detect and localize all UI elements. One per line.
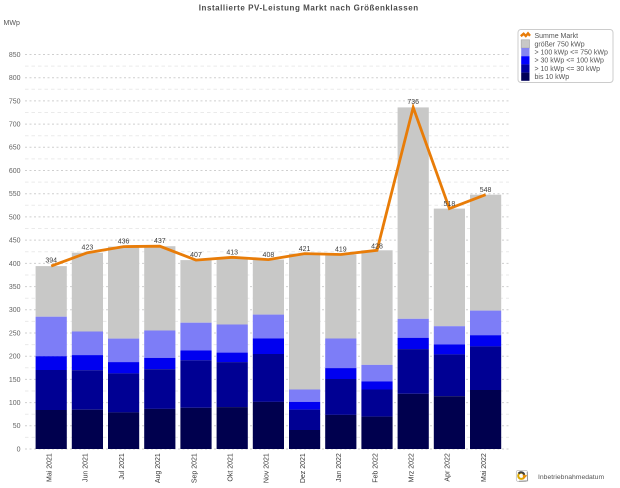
- svg-text:Summe Markt: Summe Markt: [535, 33, 579, 40]
- svg-text:Feb 2022: Feb 2022: [372, 453, 379, 483]
- svg-text:419: 419: [335, 247, 347, 254]
- svg-text:400: 400: [9, 261, 21, 268]
- svg-text:Dez 2021: Dez 2021: [300, 453, 307, 483]
- svg-text:Jun 2021: Jun 2021: [83, 453, 90, 482]
- svg-text:700: 700: [9, 122, 21, 129]
- svg-text:408: 408: [263, 252, 275, 259]
- svg-text:Apr 2022: Apr 2022: [445, 453, 452, 482]
- svg-text:200: 200: [9, 354, 21, 361]
- svg-text:350: 350: [9, 284, 21, 291]
- svg-text:437: 437: [154, 238, 166, 245]
- svg-text:> 10 kWp <= 30 kWp: > 10 kWp <= 30 kWp: [535, 66, 601, 73]
- svg-text:436: 436: [118, 239, 130, 246]
- svg-text:428: 428: [371, 244, 383, 251]
- svg-text:Sep 2021: Sep 2021: [191, 453, 198, 483]
- svg-text:100: 100: [9, 400, 21, 407]
- svg-text:bis 10 kWp: bis 10 kWp: [535, 74, 570, 81]
- svg-text:736: 736: [407, 99, 419, 106]
- svg-text:Jul 2021: Jul 2021: [119, 453, 126, 480]
- svg-text:250: 250: [9, 330, 21, 337]
- svg-text:Mai 2021: Mai 2021: [47, 453, 54, 482]
- svg-text:Inbetriebnahmedatum: Inbetriebnahmedatum: [538, 474, 604, 481]
- svg-text:> 30 kWp <= 100 kWp: > 30 kWp <= 100 kWp: [535, 58, 605, 65]
- svg-text:300: 300: [9, 307, 21, 314]
- svg-text:548: 548: [480, 187, 492, 194]
- svg-text:0: 0: [17, 446, 21, 453]
- svg-text:Nov 2021: Nov 2021: [264, 453, 271, 483]
- svg-text:423: 423: [82, 244, 94, 251]
- svg-text:800: 800: [9, 75, 21, 82]
- svg-text:450: 450: [9, 238, 21, 245]
- svg-text:MWp: MWp: [4, 20, 20, 27]
- svg-text:Jan 2022: Jan 2022: [336, 453, 343, 482]
- svg-text:550: 550: [9, 191, 21, 198]
- svg-text:Aug 2021: Aug 2021: [155, 453, 162, 483]
- svg-text:421: 421: [299, 246, 311, 253]
- svg-text:394: 394: [45, 258, 57, 265]
- svg-text:850: 850: [9, 52, 21, 59]
- svg-text:Okt 2021: Okt 2021: [228, 453, 235, 482]
- svg-text:größer 750 kWp: größer 750 kWp: [535, 41, 585, 48]
- svg-text:600: 600: [9, 168, 21, 175]
- svg-text:518: 518: [444, 201, 456, 208]
- svg-text:650: 650: [9, 145, 21, 152]
- svg-text:> 100 kWp <= 750 kWp: > 100 kWp <= 750 kWp: [535, 50, 608, 57]
- svg-text:750: 750: [9, 98, 21, 105]
- svg-text:Mai 2022: Mai 2022: [481, 453, 488, 482]
- svg-text:407: 407: [190, 252, 202, 259]
- svg-text:Mrz 2022: Mrz 2022: [409, 453, 416, 482]
- svg-text:500: 500: [9, 214, 21, 221]
- svg-text:413: 413: [226, 250, 238, 257]
- svg-text:150: 150: [9, 377, 21, 384]
- svg-text:50: 50: [13, 423, 21, 430]
- svg-text:Installierte PV-Leistung Markt: Installierte PV-Leistung Markt nach Größ…: [199, 3, 419, 12]
